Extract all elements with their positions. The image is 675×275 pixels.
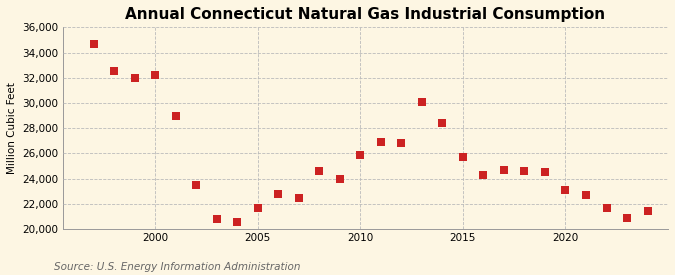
Point bbox=[375, 140, 386, 144]
Point bbox=[642, 209, 653, 214]
Point bbox=[334, 177, 345, 181]
Point bbox=[252, 205, 263, 210]
Text: Source: U.S. Energy Information Administration: Source: U.S. Energy Information Administ… bbox=[54, 262, 300, 272]
Title: Annual Connecticut Natural Gas Industrial Consumption: Annual Connecticut Natural Gas Industria… bbox=[126, 7, 605, 22]
Point bbox=[273, 192, 284, 196]
Point bbox=[170, 113, 181, 118]
Point bbox=[416, 100, 427, 104]
Point bbox=[191, 183, 202, 187]
Point bbox=[519, 169, 530, 173]
Point bbox=[150, 73, 161, 78]
Point bbox=[601, 205, 612, 210]
Point bbox=[478, 173, 489, 177]
Point bbox=[294, 196, 304, 200]
Point bbox=[396, 141, 407, 145]
Point bbox=[129, 76, 140, 80]
Point bbox=[437, 121, 448, 125]
Point bbox=[539, 170, 550, 175]
Point bbox=[580, 193, 591, 197]
Point bbox=[211, 217, 222, 221]
Point bbox=[109, 69, 119, 74]
Point bbox=[622, 216, 632, 220]
Point bbox=[88, 42, 99, 46]
Point bbox=[458, 155, 468, 160]
Point bbox=[355, 153, 366, 157]
Point bbox=[560, 188, 571, 192]
Point bbox=[314, 169, 325, 173]
Y-axis label: Million Cubic Feet: Million Cubic Feet bbox=[7, 82, 17, 174]
Point bbox=[499, 168, 510, 172]
Point bbox=[232, 219, 242, 224]
